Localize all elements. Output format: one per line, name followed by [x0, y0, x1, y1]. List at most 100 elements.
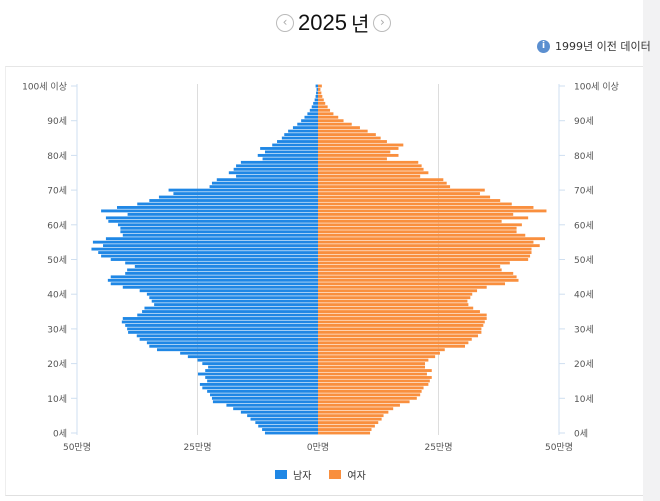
bar-female [318, 108, 331, 112]
bar-female [318, 199, 501, 202]
bar-male [211, 396, 318, 400]
bar-female [318, 153, 399, 157]
bar-male [314, 98, 318, 102]
bar-male [233, 167, 318, 171]
bar-male [226, 403, 318, 407]
bar-female [318, 382, 429, 386]
bar-female [318, 167, 424, 171]
bar-male [207, 379, 318, 383]
bar-male [202, 386, 318, 390]
bar-female [318, 223, 522, 227]
bar-male [250, 417, 318, 421]
bar-male [139, 289, 318, 293]
bar-male [136, 334, 318, 338]
bar-male [168, 188, 318, 192]
bar-female [318, 219, 502, 223]
bar-male [316, 91, 318, 95]
bar-female [318, 362, 426, 366]
bar-female [318, 278, 519, 282]
bar-female [318, 174, 421, 178]
age-tick-label-left: 50세 [47, 255, 67, 266]
bar-male [216, 178, 318, 182]
bar-male [272, 143, 318, 147]
age-tick-label-left: 30세 [47, 324, 67, 335]
bar-male [316, 88, 318, 91]
age-tick-label-right: 0세 [574, 429, 588, 440]
bar-male [315, 94, 318, 98]
bar-female [318, 407, 394, 411]
legend-swatch-male [275, 470, 287, 479]
bar-male [208, 365, 318, 369]
bar-male [105, 237, 318, 241]
bar-female [318, 414, 384, 418]
bar-male [240, 410, 318, 414]
bar-male [202, 362, 318, 366]
bar-female [318, 133, 376, 137]
bar-male [240, 160, 318, 164]
legend-item-female[interactable]: 여자 [329, 467, 366, 482]
age-tick-label-right: 20세 [574, 359, 594, 370]
age-tick-label-right: 70세 [574, 186, 594, 197]
pre-1999-data-link[interactable]: i 1999년 이전 데이터 [537, 38, 651, 54]
bar-female [318, 410, 389, 414]
bar-male [297, 122, 318, 126]
bar-female [318, 140, 387, 143]
year-suffix: 년 [350, 12, 370, 36]
bar-female [318, 323, 484, 327]
bar-male [307, 112, 318, 116]
bar-male [149, 296, 318, 300]
bar-female [318, 84, 322, 88]
bar-female [318, 244, 540, 248]
bar-male [122, 233, 318, 237]
bar-female [318, 226, 517, 230]
bar-male [258, 424, 318, 428]
bar-female [318, 230, 517, 234]
bar-male [137, 202, 318, 206]
bar-male [301, 119, 318, 123]
bar-male [247, 414, 318, 418]
age-tick-label-right: 40세 [574, 290, 594, 301]
bar-female [318, 372, 427, 376]
chevron-left-circle-icon[interactable]: ‹ [276, 13, 294, 32]
bar-male [103, 244, 318, 248]
legend-item-male[interactable]: 남자 [275, 467, 311, 482]
bar-female [318, 313, 487, 317]
bar-female [318, 112, 334, 116]
bar-female [318, 157, 387, 161]
bar-female [318, 417, 382, 421]
bar-female [318, 216, 529, 220]
legend-swatch-female [329, 470, 342, 479]
bar-female [318, 115, 339, 119]
bar-female [318, 337, 472, 341]
bar-female [318, 209, 547, 213]
bar-male [122, 317, 318, 320]
bar-male [144, 306, 318, 310]
bar-female [318, 126, 360, 130]
bar-female [318, 330, 482, 334]
chevron-right-circle-icon[interactable]: › [373, 13, 392, 32]
bar-female [318, 188, 485, 192]
bar-female [318, 271, 514, 275]
age-tick-label-left: 60세 [47, 220, 67, 231]
bar-male [120, 226, 318, 230]
bar-female [318, 261, 510, 265]
bar-female [318, 358, 429, 362]
bar-male [110, 258, 319, 261]
bar-female [318, 195, 491, 199]
bar-female [318, 202, 512, 206]
bar-female [318, 101, 326, 105]
bar-female [318, 233, 526, 237]
bar-male [146, 341, 318, 345]
bar-male [154, 303, 318, 307]
info-text: 1999년 이전 데이터 [555, 40, 651, 53]
bar-male [205, 369, 318, 372]
age-tick-label-left: 70세 [47, 186, 67, 197]
bar-female [318, 320, 485, 324]
bar-male [105, 216, 318, 220]
age-tick-label-left: 20세 [47, 359, 67, 370]
bar-female [318, 296, 471, 300]
bar-male [120, 230, 318, 234]
bar-male [128, 330, 318, 334]
bar-female [318, 341, 469, 345]
